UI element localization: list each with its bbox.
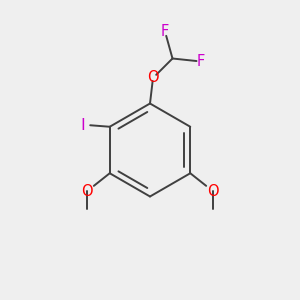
Text: O: O	[81, 184, 93, 199]
Text: F: F	[161, 24, 169, 39]
Text: O: O	[207, 184, 219, 199]
Text: F: F	[197, 54, 205, 69]
Text: O: O	[147, 70, 159, 86]
Text: I: I	[80, 118, 85, 133]
